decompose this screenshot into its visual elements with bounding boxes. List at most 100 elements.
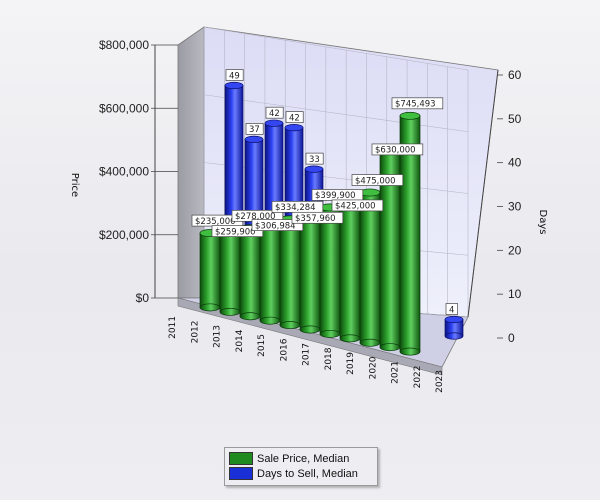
bar-price-2022-top (399, 111, 421, 120)
x-axis-tick-label: 2023 (435, 370, 445, 393)
legend-item-sale-price: Sale Price, Median (225, 451, 377, 466)
label-price-2012: $235,000 (195, 217, 236, 227)
legend-label-sale-price: Sale Price, Median (257, 452, 350, 465)
x-axis-tick-label: 2018 (324, 347, 334, 370)
y-axis-right-title: Days (537, 210, 548, 235)
chart-legend: Sale Price, Median Days to Sell, Median (224, 447, 378, 486)
bar-days-2014-top (264, 119, 284, 127)
y-axis-right-tick-label: 10 (508, 287, 522, 301)
x-axis-tick-label: 2020 (368, 356, 378, 379)
label-price-2022: $745,493 (395, 100, 436, 110)
bar-price-2018-base (319, 329, 341, 338)
x-axis-tick-label: 2022 (413, 366, 423, 389)
bar-price-2016-base (279, 321, 301, 330)
y-axis-left-tick-label: $600,000 (99, 101, 149, 115)
x-axis-tick-label: 2021 (391, 361, 401, 384)
x-axis-tick-label: 2011 (168, 316, 178, 339)
label-days-2016: 33 (309, 155, 320, 165)
label-price-2020: $475,000 (355, 176, 396, 186)
label-days-2023: 4 (449, 305, 454, 315)
bar-price-2012 (199, 229, 221, 312)
label-price-2021-box (371, 143, 424, 156)
bar-price-2014-base (239, 312, 261, 321)
label-price-2019-box (331, 199, 384, 212)
bar-price-2017 (299, 212, 321, 334)
bar-days-2023 (444, 315, 464, 340)
bar-price-2013 (219, 225, 241, 316)
bar-price-2012-body (199, 232, 221, 308)
bar-days-2023-base (444, 332, 464, 340)
label-days-2023-box (445, 303, 458, 315)
bar-price-2019-body (339, 203, 361, 339)
bar-price-2013-base (219, 307, 241, 316)
bar-price-2013-body (219, 229, 241, 313)
label-price-2020-box (351, 174, 404, 186)
legend-item-days-to-sell: Days to Sell, Median (225, 466, 377, 481)
bar-price-2021-base (379, 343, 401, 352)
x-axis-tick-label: 2013 (213, 325, 223, 348)
bar-price-2020-base (359, 338, 381, 347)
y-axis-right-tick-label: 50 (508, 112, 522, 126)
legend-label-days-to-sell: Days to Sell, Median (257, 467, 358, 480)
label-days-2013-box (245, 123, 264, 135)
x-axis-tick-label: 2016 (279, 338, 289, 361)
bar-price-2020 (359, 188, 381, 347)
bar-price-2020-body (359, 192, 381, 344)
label-price-2014: $278,000 (235, 212, 276, 222)
x-axis-tick-label: 2017 (302, 343, 312, 366)
label-price-2022-box (391, 97, 444, 110)
bar-days-2016-top (304, 165, 324, 173)
bar-days-2015-top (284, 124, 304, 132)
bar-price-2018-body (319, 207, 341, 335)
x-axis-tick-label: 2015 (257, 334, 267, 357)
y-axis-right-tick-label: 30 (508, 200, 522, 214)
bar-price-2017-body (299, 215, 321, 330)
grid-horizontal (203, 94, 469, 133)
label-price-2016: $334,284 (275, 203, 316, 213)
y-axis-left-tick-label: $400,000 (99, 165, 149, 179)
bar-price-2014-body (239, 227, 261, 317)
y-axis-right-line (467, 69, 499, 318)
label-days-2014-box (265, 106, 284, 119)
bar-days-2013-top (244, 135, 264, 143)
bar-price-2016-body (279, 219, 301, 326)
label-days-2012: 49 (229, 71, 240, 81)
label-days-2015-box (285, 111, 304, 123)
y-axis-left-tick-label: $0 (136, 291, 150, 305)
label-price-2013: $259,900 (215, 227, 256, 237)
chart-axes: $0 $200,000 $400,000 $600,000 $800,000 Price 0… (69, 38, 548, 393)
label-price-2013-box (211, 225, 264, 237)
x-axis-tick-label: 2019 (346, 352, 356, 375)
label-days-2015: 42 (289, 113, 300, 123)
bar-price-2021 (379, 143, 401, 352)
bar-days-2023-top (444, 315, 464, 324)
legend-swatch-blue (229, 467, 253, 480)
bar-price-2014 (239, 224, 261, 321)
label-price-2015-box (251, 219, 304, 231)
grid-horizontal (203, 26, 469, 71)
label-days-2016-box (305, 152, 324, 165)
bar-days-2012-top (224, 81, 244, 90)
y-axis-left-title: Price (69, 173, 80, 197)
y-axis-left-tick-label: $200,000 (99, 228, 149, 242)
bar-price-2015-base (259, 316, 281, 325)
label-price-2017: $357,960 (295, 214, 336, 224)
bar-price-2022 (399, 111, 421, 356)
y-axis-right-tick-label: 0 (508, 331, 515, 345)
label-price-2018: $399,900 (315, 191, 356, 201)
bar-price-2016 (279, 215, 301, 330)
bar-price-2017-base (299, 325, 321, 334)
x-axis-tick-label: 2012 (190, 321, 200, 344)
y-axis-right-tick-label: 40 (508, 156, 522, 170)
x-axis-tick-label: 2014 (235, 329, 245, 352)
bar-price-2022-base (399, 347, 421, 356)
label-price-2017-box (291, 211, 344, 224)
bar-price-2015-body (259, 223, 281, 322)
label-days-2012-box (225, 69, 244, 81)
bar-price-2019-base (339, 334, 361, 343)
bar-price-2012-base (199, 303, 221, 312)
label-price-2015: $306,984 (255, 221, 296, 231)
chart-data-labels: 49 37 42 42 33 4 $235,000$259,900 $278,000$306,… (191, 69, 458, 315)
label-price-2019: $425,000 (335, 202, 376, 212)
